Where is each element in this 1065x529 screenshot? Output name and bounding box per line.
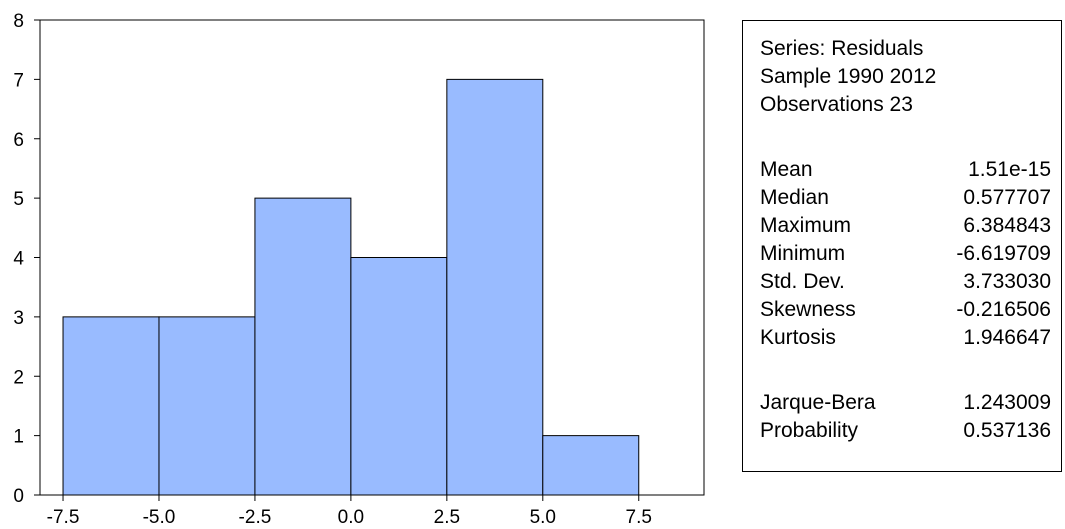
stat-row-skewness: Skewness -0.216506 <box>760 298 1051 322</box>
stat-value: 1.51e-15 <box>968 158 1051 181</box>
stat-row-median: Median 0.577707 <box>760 186 1051 210</box>
stat-value: 1.946647 <box>963 326 1051 349</box>
stat-value: -0.216506 <box>956 298 1051 321</box>
statistics-box: Series: Residuals Sample 1990 2012 Obser… <box>742 20 1062 472</box>
stat-row-kurtosis: Kurtosis 1.946647 <box>760 326 1051 350</box>
series-name-label: Series: Residuals <box>760 37 924 60</box>
histogram-bar <box>350 257 448 496</box>
x-tick-label: -2.5 <box>239 507 272 528</box>
x-tick-label: -7.5 <box>47 507 80 528</box>
y-tick-label: 7 <box>13 70 24 91</box>
x-tick-label: -5.0 <box>143 507 176 528</box>
x-tick-label: 2.5 <box>434 507 460 528</box>
histogram-bar <box>542 435 640 496</box>
stat-value: 1.243009 <box>963 391 1051 414</box>
histogram-bars <box>62 78 640 496</box>
y-axis: 0 1 2 3 4 5 6 7 8 <box>13 11 40 507</box>
stat-value: 3.733030 <box>963 270 1051 293</box>
y-tick-label: 2 <box>13 367 24 388</box>
histogram-bar <box>158 316 256 496</box>
stat-label: Maximum <box>760 214 852 237</box>
x-tick-label: 5.0 <box>530 507 556 528</box>
stat-value: -6.619709 <box>956 242 1051 265</box>
y-tick-label: 5 <box>13 189 24 210</box>
stat-label: Jarque-Bera <box>760 391 876 414</box>
x-tick-label: 7.5 <box>626 507 652 528</box>
y-tick-label: 8 <box>13 11 24 32</box>
stat-label: Minimum <box>760 242 846 265</box>
stat-value: 0.577707 <box>963 186 1051 209</box>
stat-row-mean: Mean 1.51e-15 <box>760 158 1051 182</box>
y-tick-label: 0 <box>13 486 24 507</box>
observations-label: Observations 23 <box>760 93 913 116</box>
histogram-bar <box>254 197 352 496</box>
stat-label: Skewness <box>760 298 856 321</box>
histogram-bar <box>62 316 160 496</box>
x-tick-label: 0.0 <box>338 507 364 528</box>
stat-value: 0.537136 <box>963 419 1051 442</box>
stat-label: Median <box>760 186 829 209</box>
stat-row-probability: Probability 0.537136 <box>760 419 1051 443</box>
stat-label: Mean <box>760 158 813 181</box>
y-tick-label: 4 <box>13 249 24 270</box>
stat-row-maximum: Maximum 6.384843 <box>760 214 1051 238</box>
y-tick-label: 3 <box>13 308 24 329</box>
stat-label: Std. Dev. <box>760 270 845 293</box>
y-tick-label: 1 <box>13 427 24 448</box>
stat-label: Kurtosis <box>760 326 836 349</box>
histogram-chart: 0 1 2 3 4 5 6 7 8 -7.5 -5.0 -2.5 0.0 2.5 5.0 7.5 <box>13 11 705 528</box>
stat-row-std-dev: Std. Dev. 3.733030 <box>760 270 1051 294</box>
stat-row-minimum: Minimum -6.619709 <box>760 242 1051 266</box>
y-tick-label: 6 <box>13 130 24 151</box>
stat-value: 6.384843 <box>963 214 1051 237</box>
x-axis: -7.5 -5.0 -2.5 0.0 2.5 5.0 7.5 <box>47 495 652 528</box>
stat-row-jarque-bera: Jarque-Bera 1.243009 <box>760 391 1051 415</box>
histogram-bar <box>446 78 544 496</box>
sample-range-label: Sample 1990 2012 <box>760 65 937 88</box>
stat-label: Probability <box>760 419 859 442</box>
